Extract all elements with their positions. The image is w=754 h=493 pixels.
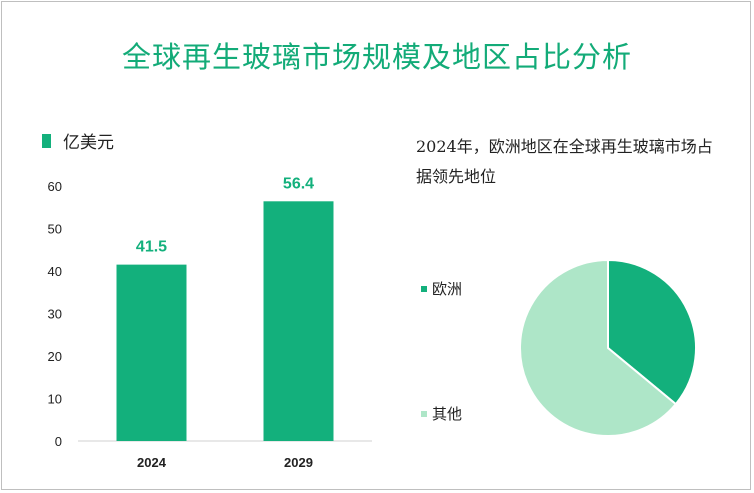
pie-slice-europe xyxy=(607,258,697,406)
chart-title: 全球再生玻璃市场规模及地区占比分析 xyxy=(121,40,632,74)
y-tick-label: 50 xyxy=(48,222,62,237)
bar-value-label: 56.4 xyxy=(283,175,314,192)
pie-legend-europe-label: 欧洲 xyxy=(432,280,463,298)
x-tick-label: 2024 xyxy=(137,455,167,470)
pie-note: 2024年，欧洲地区在全球再生玻璃市场占据领先地位 xyxy=(416,137,713,186)
unit-legend: 亿美元 xyxy=(42,128,114,153)
pie-legend-europe: 欧洲 xyxy=(421,278,462,299)
y-tick-label: 30 xyxy=(48,307,62,322)
bar-2029 xyxy=(263,201,334,441)
y-tick-label: 10 xyxy=(48,392,62,407)
y-tick-label: 0 xyxy=(55,434,62,449)
bar-2024 xyxy=(116,264,187,441)
y-tick-label: 20 xyxy=(48,349,62,364)
pie-legend-europe-swatch xyxy=(421,285,427,292)
pie-legend-other: 其他 xyxy=(421,403,462,424)
y-tick-label: 60 xyxy=(48,179,62,194)
x-tick-label: 2029 xyxy=(284,455,313,470)
pie-legend-other-label: 其他 xyxy=(432,405,463,423)
pie-legend-other-swatch xyxy=(421,410,427,417)
unit-legend-swatch xyxy=(42,133,51,148)
unit-legend-label: 亿美元 xyxy=(63,133,114,153)
y-tick-label: 40 xyxy=(48,264,62,279)
pie-slice-other xyxy=(519,258,678,437)
bar-value-label: 41.5 xyxy=(136,239,167,256)
